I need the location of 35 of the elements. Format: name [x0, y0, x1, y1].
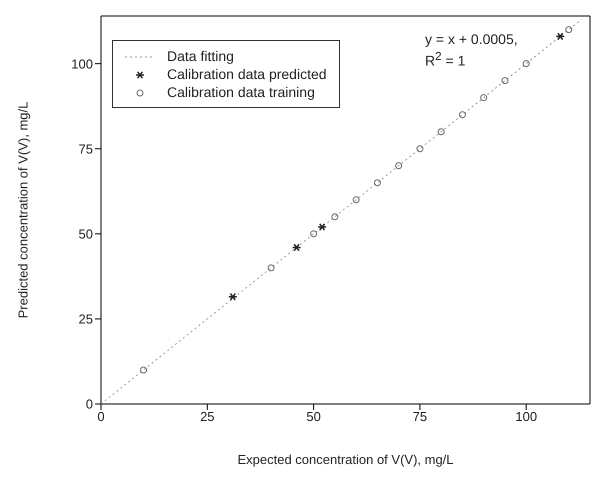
point	[480, 94, 488, 102]
legend-label: Data fitting	[166, 47, 235, 65]
point	[268, 264, 275, 272]
x-tick-label: 75	[412, 409, 428, 424]
y-tick-label: 0	[86, 396, 93, 412]
point	[140, 366, 148, 374]
point	[310, 230, 318, 238]
legend-label: Calibration data training	[166, 83, 316, 101]
annotation: y = x + 0.0005,	[425, 30, 518, 48]
point	[331, 213, 338, 220]
point	[416, 145, 424, 152]
point	[565, 26, 572, 34]
point	[374, 179, 381, 186]
point	[501, 77, 508, 84]
legend-label: Calibration data predicted	[166, 65, 327, 83]
point	[555, 32, 565, 40]
x-axis-title: Expected concentration of V(V), mg/L	[237, 452, 454, 467]
y-tick-label: 100	[71, 56, 93, 72]
point	[522, 60, 530, 68]
point	[438, 128, 445, 136]
point	[292, 243, 302, 252]
point	[458, 111, 466, 118]
x-tick-label: 0	[97, 409, 105, 424]
point	[228, 292, 238, 301]
x-tick-label: 25	[200, 409, 215, 424]
x-tick-label: 50	[306, 409, 321, 424]
y-tick-label: 50	[78, 226, 93, 242]
point	[317, 223, 327, 231]
y-tick-label: 25	[78, 312, 93, 327]
point	[395, 162, 402, 170]
point	[352, 196, 360, 204]
y-tick-label: 75	[78, 141, 93, 156]
y-axis-title: Predicted concentration of V(V), mg/L	[16, 102, 31, 318]
x-tick-label: 100	[515, 409, 538, 424]
annotation: R$^{2}$ = 1	[425, 49, 466, 70]
